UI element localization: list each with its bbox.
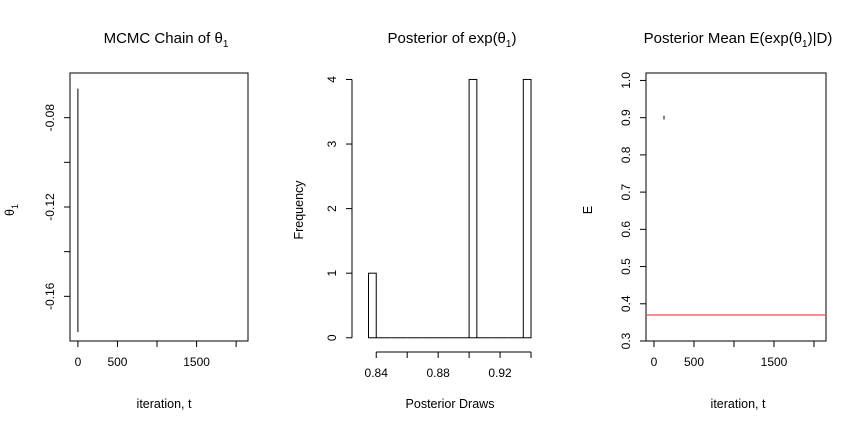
y-tick-label: 2 [325,205,339,212]
x-tick-label: 0 [75,355,82,369]
x-tick-label: 1500 [183,355,210,369]
y-tick-label: 3 [325,140,339,147]
chart-title: Posterior Mean E(exp(θ1)|D) [644,30,833,50]
histogram-bar [468,78,478,339]
marks [368,78,532,339]
y-axis-label: θ1 [3,204,20,216]
y-tick-label: 0.8 [619,146,633,163]
y-tick-label: 0.3 [619,332,633,349]
y-tick-label: -0.08 [43,104,57,132]
x-tick-label: 0.88 [426,366,450,380]
y-tick-label: 0.7 [619,183,633,200]
panel-posterior-histogram: Posterior of exp(θ1) Posterior Draws Fre… [292,30,532,411]
x-tick-label: 500 [684,355,704,369]
y-tick-label: 0.5 [619,258,633,275]
plot-frame [69,72,249,342]
y-tick-label: 4 [325,76,339,83]
y-tick-label: 0.4 [619,295,633,312]
x-tick-label: 1500 [761,355,788,369]
y-tick-label: 0.6 [619,221,633,238]
panel-posterior-mean: Posterior Mean E(exp(θ1)|D) iteration, t… [581,30,832,411]
axes: 0.84 0.88 0.92 0 1 2 3 4 [325,76,532,380]
y-tick-label: 1 [325,270,339,277]
marks [647,115,825,316]
histogram-bar [522,78,532,339]
y-tick-label: 0.9 [619,109,633,126]
y-tick-label: -0.16 [43,282,57,310]
x-axis-label: Posterior Draws [406,397,495,411]
y-axis-label: Frequency [292,180,306,240]
x-axis-label: iteration, t [711,397,766,411]
chart-title: Posterior of exp(θ1) [388,30,517,50]
axes: 0 500 1500 -0.16 -0.12 -0.08 [43,104,237,369]
y-axis-label: E [581,206,595,214]
x-axis-label: iteration, t [137,397,192,411]
plot-frame [645,72,827,342]
panel-mcmc-chain: MCMC Chain of θ1 iteration, t θ1 0 500 150… [3,30,249,411]
x-tick-label: 0 [651,355,658,369]
y-tick-label: -0.12 [43,193,57,221]
x-tick-label: 500 [107,355,127,369]
y-tick-label: 1.0 [619,72,633,89]
y-tick-label: 0 [325,334,339,341]
axes: 0 500 1500 0.3 0.4 0.5 0.6 0.7 0.8 0.9 1.0 [619,72,815,369]
chart-title: MCMC Chain of θ1 [104,30,229,50]
x-tick-label: 0.92 [488,366,512,380]
histogram-bar [368,272,377,339]
x-tick-label: 0.84 [365,366,389,380]
